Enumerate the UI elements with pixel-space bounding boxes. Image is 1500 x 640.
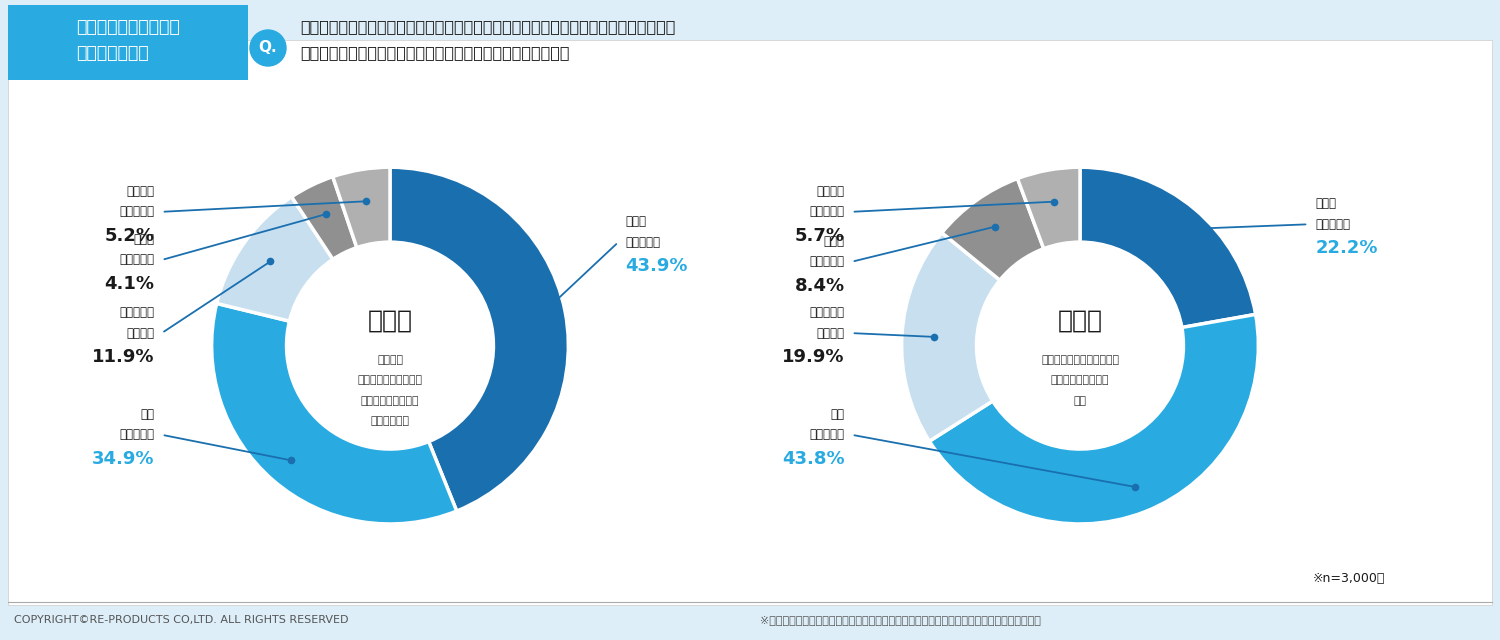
Text: 専用部: 専用部	[368, 308, 413, 333]
Text: 影響はない: 影響はない	[810, 205, 844, 218]
Text: まったく: まったく	[126, 185, 154, 198]
Text: オフィスビルに関する
アンケート結果: オフィスビルに関する アンケート結果	[76, 18, 180, 62]
Text: あまり: あまり	[134, 233, 154, 246]
Circle shape	[286, 242, 494, 449]
Text: いえない: いえない	[126, 326, 154, 340]
Text: 8.4%: 8.4%	[795, 277, 844, 295]
Text: ※リ・プロダクツ株式会社調べ　オフィスビルの勤務者を対象にしたアンケート結果に基づく: ※リ・プロダクツ株式会社調べ オフィスビルの勤務者を対象にしたアンケート結果に基…	[760, 615, 1041, 625]
Text: 影響はない: 影響はない	[120, 253, 154, 266]
Text: ある特定の人のみが: ある特定の人のみが	[360, 396, 419, 406]
Text: 5.7%: 5.7%	[795, 227, 844, 245]
Wedge shape	[902, 233, 1001, 441]
Text: あなたはオフィスビルの中によって、働く気持ちや意欲にどの程度影響がありますか。: あなたはオフィスビルの中によって、働く気持ちや意欲にどの程度影響がありますか。	[300, 19, 675, 35]
Text: どちらとも: どちらとも	[120, 306, 154, 319]
Text: いえない: いえない	[816, 326, 844, 340]
Wedge shape	[1017, 167, 1080, 249]
Wedge shape	[291, 177, 357, 259]
Text: 所属している人など、: 所属している人など、	[357, 376, 423, 385]
Text: Q.: Q.	[258, 40, 278, 56]
Text: COPYRIGHT©RE-PRODUCTS CO,LTD. ALL RIGHTS RESERVED: COPYRIGHT©RE-PRODUCTS CO,LTD. ALL RIGHTS…	[13, 615, 348, 625]
Text: 利用する場所: 利用する場所	[370, 417, 410, 426]
Text: やや: やや	[831, 408, 844, 420]
Bar	[8, 40, 1492, 605]
Text: とても: とても	[1316, 197, 1336, 211]
Wedge shape	[333, 167, 390, 248]
Wedge shape	[211, 303, 456, 524]
Text: とても: とても	[626, 215, 646, 228]
Text: まったく: まったく	[816, 185, 844, 198]
Text: 影響がある: 影響がある	[120, 428, 154, 442]
Text: やや: やや	[141, 408, 154, 420]
Circle shape	[251, 30, 286, 66]
Text: 22.2%: 22.2%	[1316, 239, 1378, 257]
Text: 影響がある: 影響がある	[1316, 218, 1350, 231]
Text: あまり: あまり	[824, 235, 844, 248]
Text: 43.9%: 43.9%	[626, 257, 688, 275]
Text: 34.9%: 34.9%	[92, 450, 154, 468]
Text: 19.9%: 19.9%	[782, 348, 844, 366]
Circle shape	[976, 242, 1184, 449]
Text: 4.1%: 4.1%	[105, 275, 154, 293]
Text: ※n=3,000名: ※n=3,000名	[1312, 572, 1384, 584]
Text: 影響がある: 影響がある	[810, 428, 844, 442]
Text: 43.8%: 43.8%	[782, 450, 844, 468]
Wedge shape	[942, 179, 1044, 280]
Text: 影響はない: 影響はない	[120, 205, 154, 218]
Text: どちらとも: どちらとも	[810, 306, 844, 319]
Text: 事務所に: 事務所に	[376, 355, 404, 365]
Text: 影響はない: 影響はない	[810, 255, 844, 268]
Text: 場所: 場所	[1074, 396, 1086, 406]
Wedge shape	[930, 314, 1258, 524]
Wedge shape	[1080, 167, 1256, 328]
Wedge shape	[216, 197, 333, 321]
Text: 「専用部」と「共用部」のそれぞれについて教えてください。: 「専用部」と「共用部」のそれぞれについて教えてください。	[300, 45, 570, 61]
Text: トイレ・廊下・階段など、: トイレ・廊下・階段など、	[1041, 355, 1119, 365]
Text: 共用部: 共用部	[1058, 308, 1102, 333]
Text: 影響がある: 影響がある	[626, 236, 660, 249]
Text: 11.9%: 11.9%	[92, 348, 154, 366]
Text: 5.2%: 5.2%	[105, 227, 154, 245]
Text: 人が共通で利用する: 人が共通で利用する	[1050, 376, 1108, 385]
Wedge shape	[390, 167, 568, 511]
Bar	[8, 5, 248, 80]
